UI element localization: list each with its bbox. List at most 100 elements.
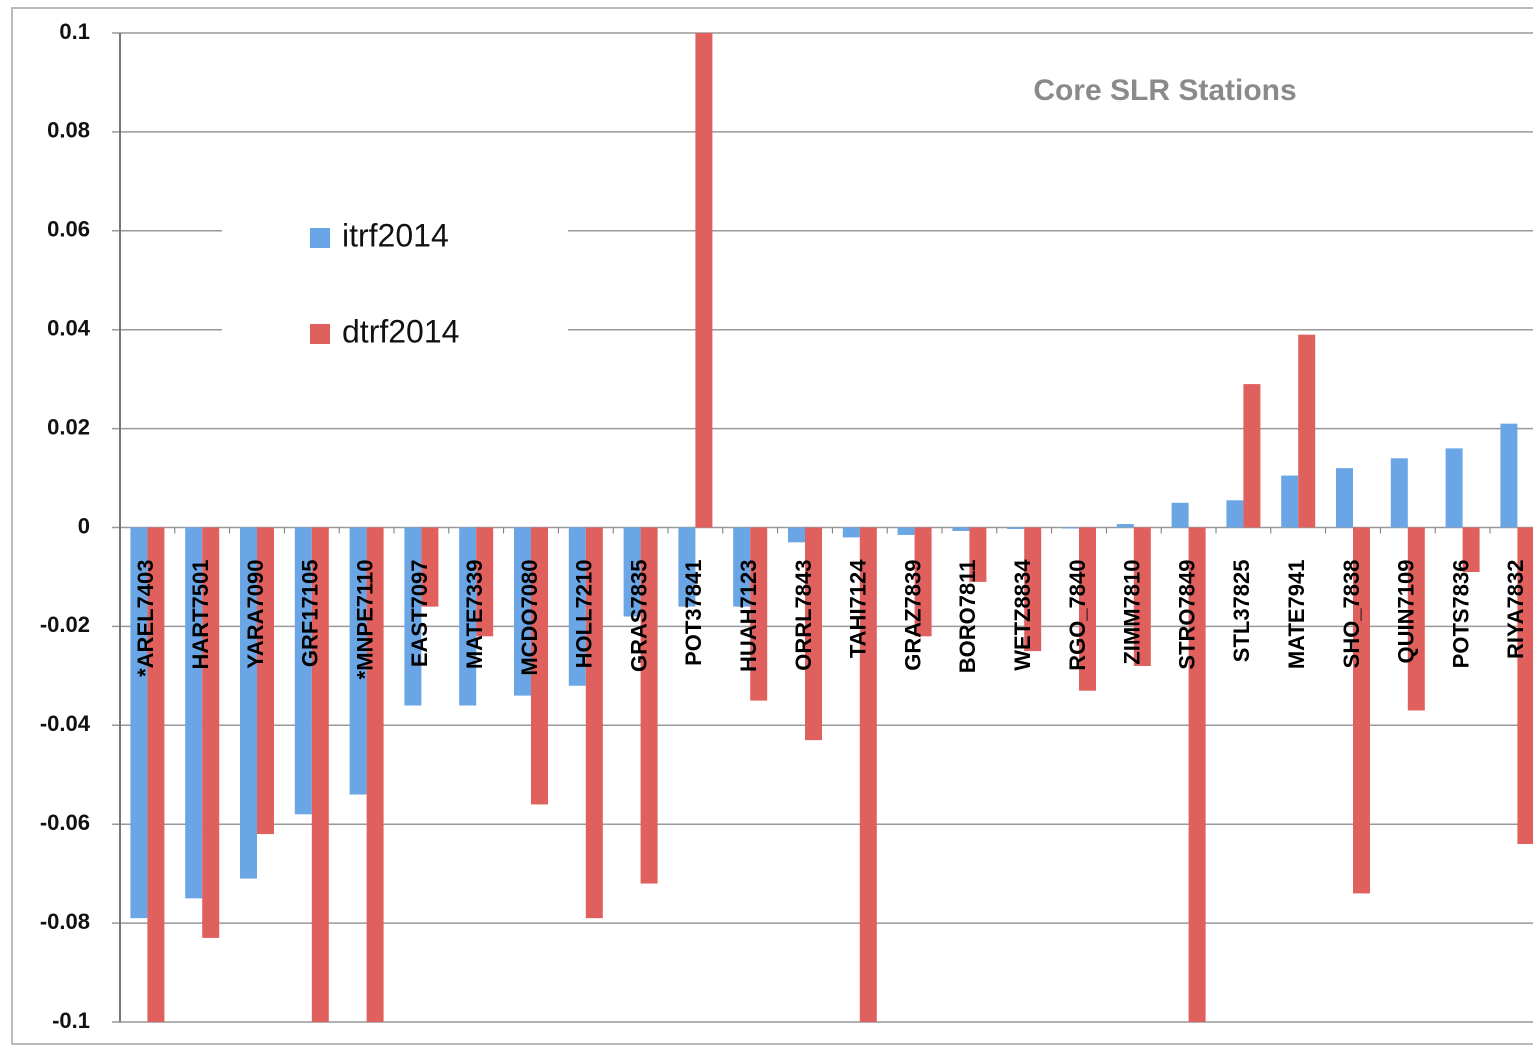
bar <box>1500 423 1518 528</box>
bar <box>1116 524 1134 528</box>
bar <box>1079 527 1096 691</box>
x-tick-label: MATE7339 <box>462 560 487 670</box>
y-tick-label: -0.06 <box>40 810 90 835</box>
bar <box>733 527 751 607</box>
bar <box>1281 475 1299 528</box>
y-tick-label: -0.08 <box>40 909 90 934</box>
x-tick-label: GRAS7835 <box>626 560 651 673</box>
x-tick-label: SHO_7838 <box>1339 560 1364 669</box>
bar <box>147 527 165 1022</box>
bar <box>750 527 768 701</box>
x-tick-label: GRF17105 <box>298 560 323 668</box>
bars <box>130 33 1533 1022</box>
x-tick-label: HOLL7210 <box>572 560 597 669</box>
x-tick-label: RIYA7832 <box>1503 560 1528 659</box>
bar <box>1390 458 1408 528</box>
bar <box>678 527 696 607</box>
legend-label: dtrf2014 <box>342 313 459 349</box>
x-tick-label: HART7501 <box>188 560 213 670</box>
bar <box>130 527 148 919</box>
x-tick-label: ORRL7843 <box>791 560 816 671</box>
bar <box>914 527 932 637</box>
x-tick-label: STRO7849 <box>1174 560 1199 670</box>
bar <box>969 527 987 582</box>
chart-title: Core SLR Stations <box>1033 74 1296 107</box>
bar <box>1445 448 1463 528</box>
y-tick-label: 0.08 <box>47 118 90 143</box>
bar <box>1171 502 1189 528</box>
y-tick-label: 0.02 <box>47 414 90 439</box>
bar <box>842 527 860 538</box>
bar <box>1226 500 1244 528</box>
bar <box>1517 527 1533 844</box>
bar <box>257 527 274 835</box>
legend-swatch <box>310 228 330 248</box>
x-tick-label: TAHI7124 <box>846 559 871 658</box>
bar <box>585 527 603 919</box>
x-tick-label: EAST7097 <box>407 560 432 668</box>
bar <box>311 527 329 1022</box>
bar <box>404 527 422 706</box>
bar <box>1353 527 1370 894</box>
y-tick-label: 0.1 <box>59 19 90 44</box>
x-tick-label: MCDO7080 <box>517 560 542 676</box>
bar <box>1462 527 1480 573</box>
bar <box>788 527 805 543</box>
x-tick-label: POTS7836 <box>1448 560 1473 669</box>
y-tick-label: -0.1 <box>52 1008 90 1033</box>
x-tick-label: ZIMM7810 <box>1120 560 1145 665</box>
bar <box>859 527 877 1022</box>
bar <box>531 527 548 805</box>
bar <box>185 527 203 899</box>
labels: *AREL7403 HART7501 YARA7090 GRF17105 *MNPE71… <box>133 559 1528 680</box>
x-tick-label: *MNPE7110 <box>352 560 377 680</box>
bar <box>1188 527 1206 1022</box>
bar <box>1133 527 1151 666</box>
y-tick-label: -0.04 <box>40 711 91 736</box>
bar <box>897 527 915 535</box>
bar <box>623 527 641 617</box>
x-tick-label: *AREL7403 <box>133 560 158 677</box>
legend-label: itrf2014 <box>342 217 449 253</box>
y-tick-label: 0.04 <box>47 316 91 341</box>
x-tick-label: WETZ8834 <box>1010 559 1035 671</box>
bar <box>349 527 367 795</box>
x-tick-label: BORO7811 <box>955 560 980 674</box>
bar <box>1007 527 1025 529</box>
x-tick-label: YARA7090 <box>243 560 268 669</box>
bar <box>640 527 658 884</box>
x-tick-label: RGO_7840 <box>1065 560 1090 671</box>
bar <box>952 527 970 531</box>
bar <box>476 527 494 637</box>
x-tick-label: HUAH7123 <box>736 560 761 673</box>
bar <box>459 527 477 706</box>
x-tick-label: QUIN7109 <box>1394 560 1419 664</box>
grid: 0.1 0.08 0.06 0.04 0.02 0 -0.02 -0.04 -0.06 -0.08… <box>40 19 1533 1033</box>
bar <box>1243 384 1261 528</box>
bar <box>202 527 220 938</box>
x-tick-label: GRAZ7839 <box>900 560 925 671</box>
bar <box>240 527 257 879</box>
legend-box <box>222 205 568 365</box>
y-tick-label: 0 <box>78 513 90 538</box>
chart-frame <box>11 7 1533 1045</box>
bar <box>1062 527 1079 529</box>
legend-swatch <box>310 324 330 344</box>
bar <box>805 527 822 741</box>
bar <box>568 527 586 686</box>
bar <box>695 33 713 528</box>
bar <box>1298 334 1316 528</box>
x-tick-label: POT37841 <box>681 560 706 666</box>
bar <box>366 527 384 1022</box>
bar <box>1407 527 1425 711</box>
x-tick-label: MATE7941 <box>1284 560 1309 670</box>
bar <box>514 527 531 696</box>
bar <box>294 527 312 815</box>
x-tick-label: STL37825 <box>1229 560 1254 663</box>
bar <box>1024 527 1042 652</box>
bar <box>1336 468 1353 528</box>
legend: itrf2014 dtrf2014 <box>310 217 459 349</box>
y-tick-label: -0.02 <box>40 612 90 637</box>
bar <box>421 527 439 607</box>
